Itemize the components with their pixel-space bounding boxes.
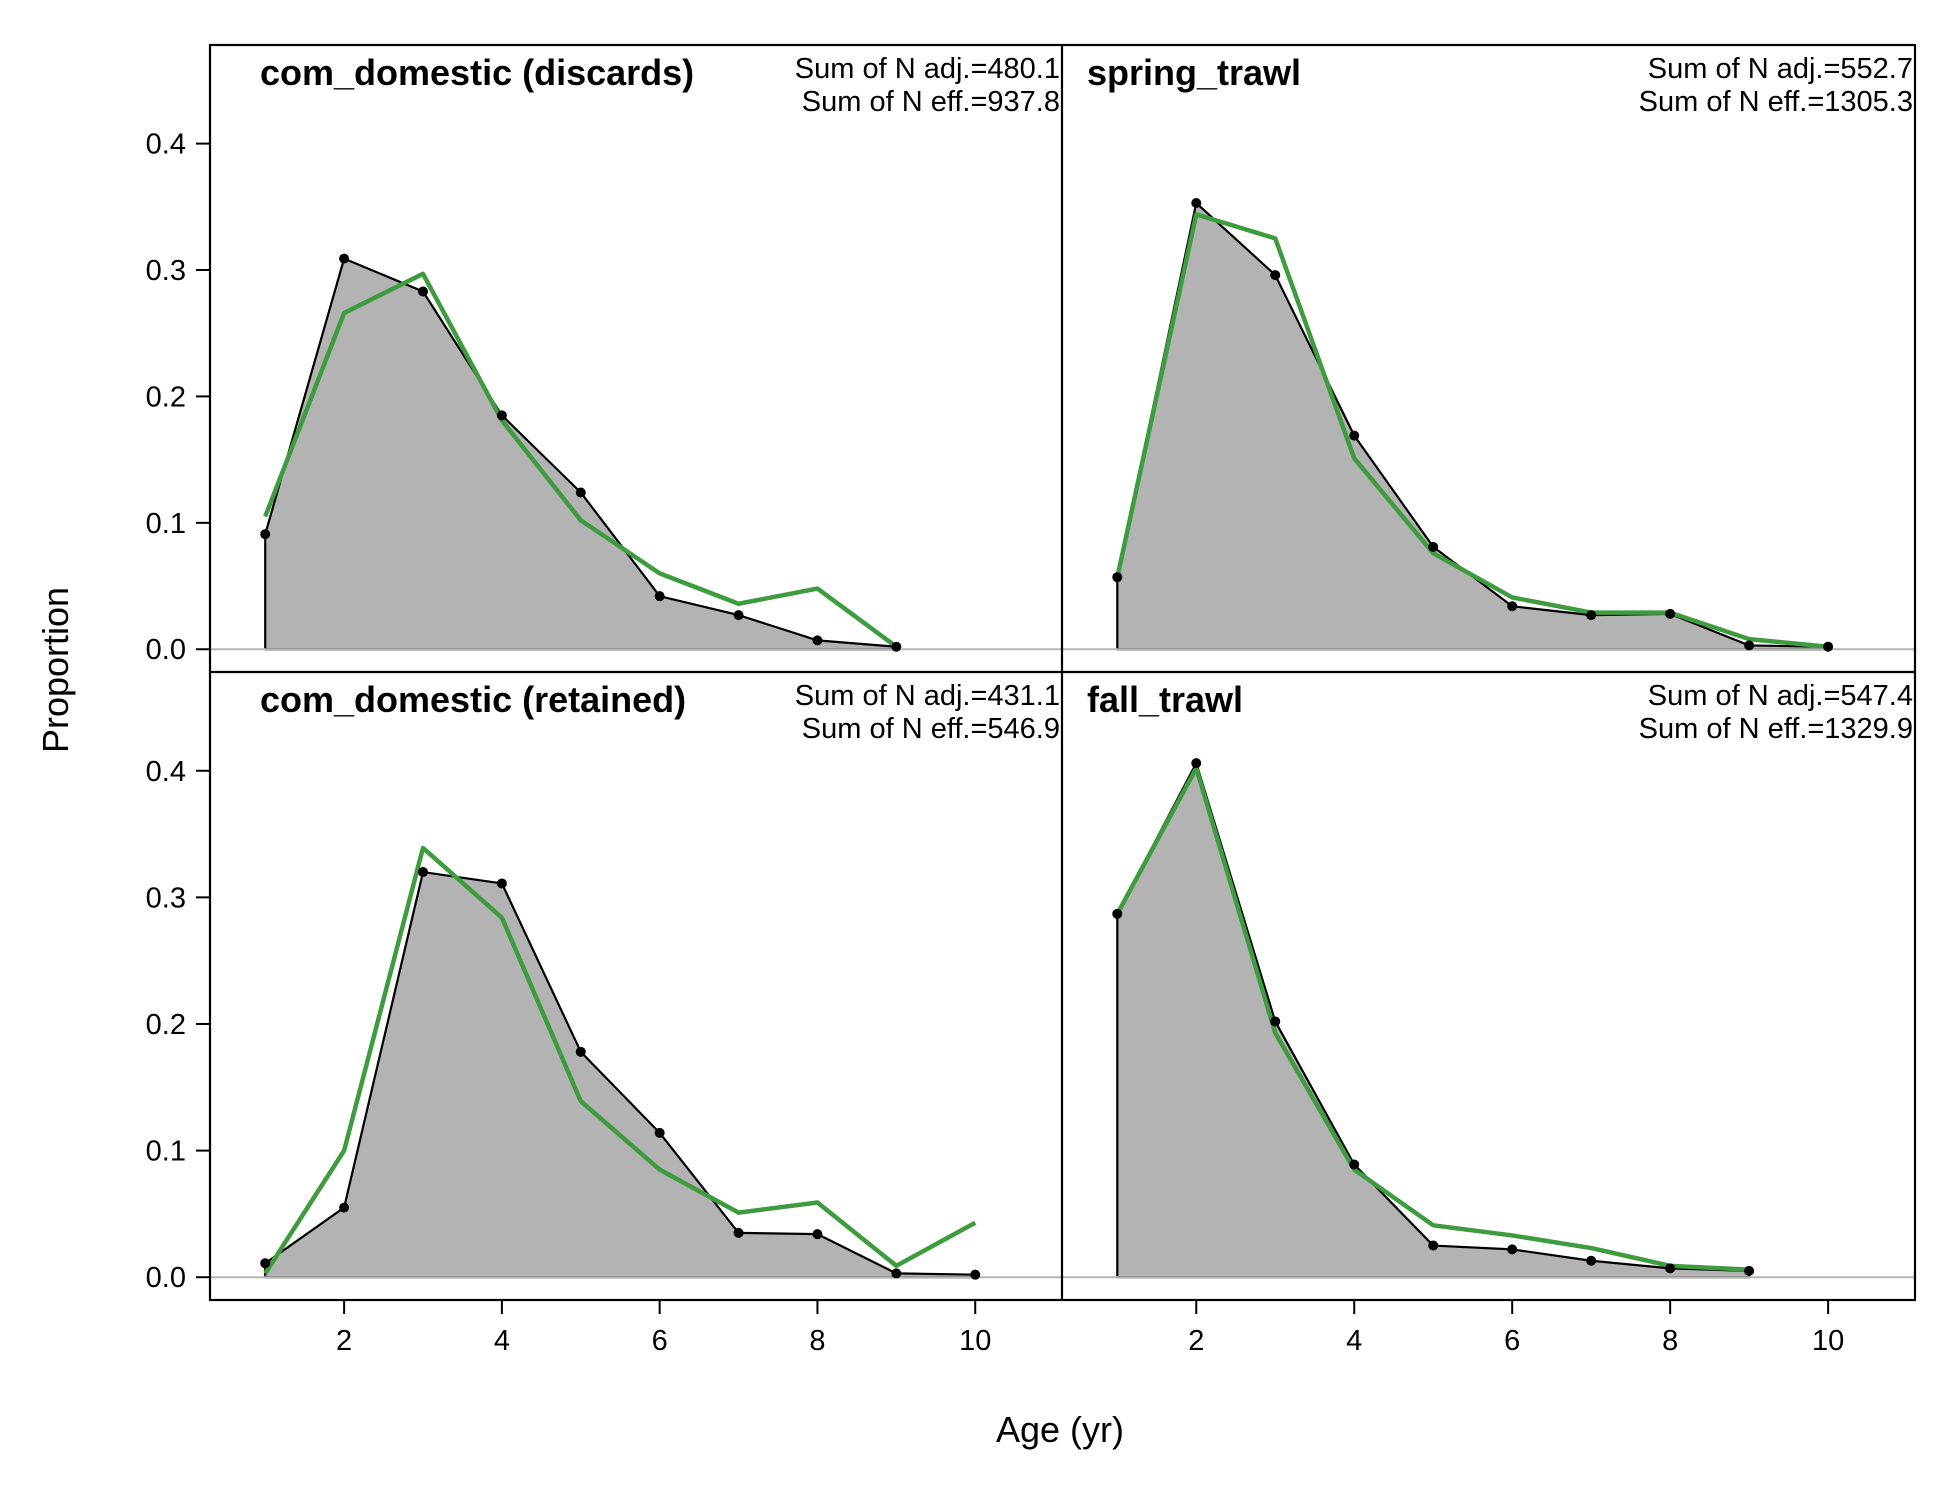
sum-n-eff-label: Sum of N eff.=937.8 [802, 86, 1060, 118]
observed-point [496, 410, 507, 421]
y-tick-label: 0.1 [146, 508, 186, 540]
x-tick-label: 4 [1346, 1325, 1362, 1357]
panel-title: com_domestic (discards) [260, 52, 694, 93]
observed-point [1112, 908, 1123, 919]
panel-top-left: com_domestic (discards) Sum of N adj.=480… [210, 52, 1062, 652]
expected-line [263, 271, 898, 649]
observed-point [418, 286, 428, 297]
y-tick-label: 0.1 [146, 1136, 186, 1168]
observed-point [1349, 430, 1360, 441]
y-tick-label: 0.2 [146, 381, 186, 413]
observed-point [1349, 1159, 1360, 1170]
y-tick-label: 0.0 [146, 1262, 186, 1294]
observed-point [1191, 758, 1202, 769]
observed-point [812, 635, 823, 646]
observed-point [1586, 610, 1597, 621]
observed-point [654, 591, 665, 602]
observed-point [733, 610, 744, 621]
observed-point [1744, 1265, 1755, 1276]
x-tick-label: 10 [1812, 1325, 1844, 1357]
y-tick-label: 0.3 [146, 882, 186, 914]
panel-bottom-left: com_domestic (retained) Sum of N adj.=431… [210, 679, 1062, 1280]
observed-point [970, 1269, 981, 1280]
observed-point [891, 1268, 902, 1279]
sum-n-adj-label: Sum of N adj.=431.1 [795, 680, 1060, 712]
panel-title: spring_trawl [1087, 52, 1301, 93]
observed-point [654, 1127, 665, 1138]
observed-point [1112, 572, 1123, 583]
observed-point [1428, 1240, 1439, 1251]
observed-point [575, 487, 586, 498]
observed-point [1744, 640, 1755, 651]
sum-n-adj-label: Sum of N adj.=480.1 [795, 53, 1060, 85]
x-axis-title: Age (yr) [996, 1409, 1124, 1450]
y-tick-label: 0.4 [146, 129, 186, 161]
x-tick-label: 2 [1188, 1325, 1204, 1357]
x-tick-label: 2 [336, 1325, 352, 1357]
observed-point [1823, 641, 1834, 652]
panel-title: com_domestic (retained) [260, 679, 686, 720]
y-tick-label: 0.3 [146, 255, 186, 287]
y-tick-label: 0.2 [146, 1009, 186, 1041]
observed-point [339, 1202, 350, 1213]
expected-line [1115, 212, 1829, 649]
observed-point [260, 1258, 271, 1269]
sum-n-eff-label: Sum of N eff.=1329.9 [1639, 713, 1913, 745]
observed-point [1270, 270, 1281, 281]
observed-point [1665, 1263, 1676, 1274]
observed-point [339, 253, 350, 264]
observed-point [1665, 608, 1676, 619]
x-tick-label: 10 [959, 1325, 991, 1357]
y-tick-label: 0.0 [146, 634, 186, 666]
observed-point [1507, 1244, 1518, 1255]
observed-point [733, 1227, 744, 1238]
observed-point [1586, 1255, 1597, 1266]
observed-point [1428, 541, 1439, 552]
observed-point [812, 1229, 823, 1240]
y-tick-label: 0.4 [146, 756, 186, 788]
observed-point [1507, 601, 1518, 612]
panel-title: fall_trawl [1087, 679, 1243, 720]
observed-point [496, 878, 507, 889]
panels-layer: com_domestic (discards) Sum of N adj.=480… [210, 52, 1915, 1280]
x-tick-label: 6 [1504, 1325, 1520, 1357]
expected-line [263, 845, 977, 1275]
y-axis-title: Proportion [35, 587, 76, 753]
observed-point [891, 641, 902, 652]
sum-n-adj-label: Sum of N adj.=552.7 [1648, 53, 1913, 85]
x-tick-label: 8 [809, 1325, 825, 1357]
axes-layer: 0.0 0.1 0.2 0.3 0.4 0.0 0.1 0.2 0.3 0.4 2 4 6 8 10 2 4 6 8… [146, 43, 1917, 1357]
sum-n-eff-label: Sum of N eff.=1305.3 [1639, 86, 1913, 118]
observed-point [575, 1046, 586, 1057]
observed-point [1270, 1016, 1281, 1027]
x-tick-label: 8 [1662, 1325, 1678, 1357]
observed-point [418, 867, 428, 878]
sum-n-adj-label: Sum of N adj.=547.4 [1648, 680, 1913, 712]
observed-point [260, 529, 271, 540]
observed-point [1191, 198, 1202, 209]
x-tick-label: 6 [652, 1325, 668, 1357]
x-tick-label: 4 [494, 1325, 510, 1357]
expected-line [1115, 765, 1750, 1272]
sum-n-eff-label: Sum of N eff.=546.9 [802, 713, 1060, 745]
